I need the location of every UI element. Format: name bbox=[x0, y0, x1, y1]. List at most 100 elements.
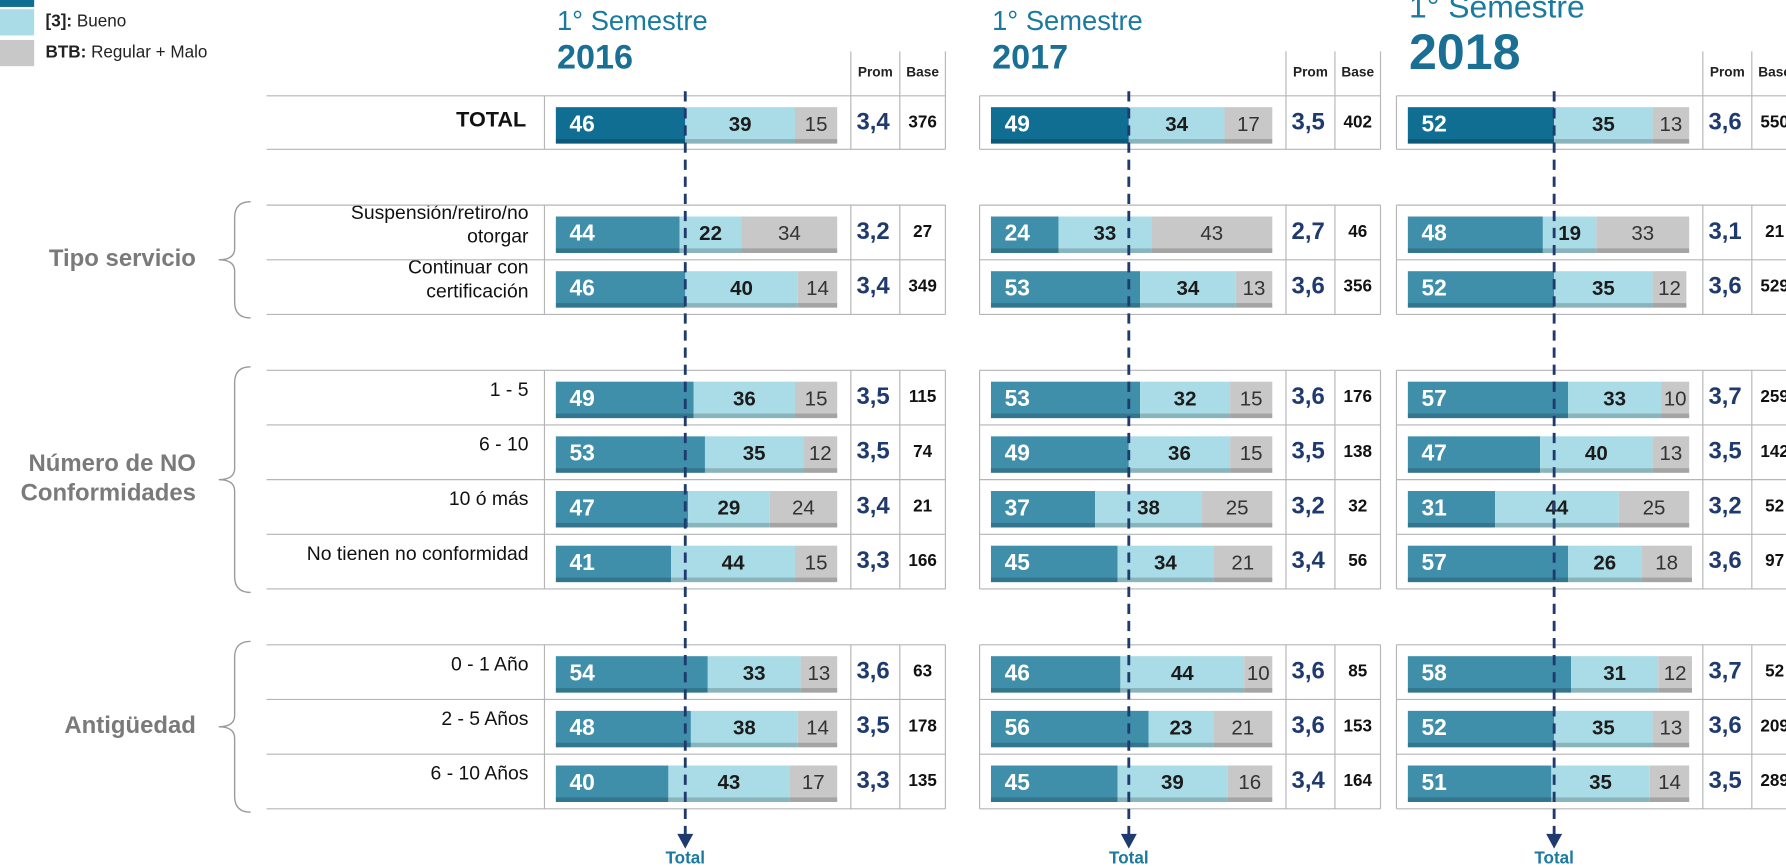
bar-shadow bbox=[555, 742, 691, 748]
bar-label: 35 bbox=[1592, 717, 1615, 740]
bar-shadow bbox=[555, 468, 705, 473]
prom-value: 3,6 bbox=[1708, 547, 1741, 574]
bar-label: 14 bbox=[1658, 771, 1681, 794]
legend-label: [3]: Bueno bbox=[46, 11, 127, 30]
bar-segment bbox=[1407, 491, 1496, 528]
bar-shadow bbox=[1554, 139, 1653, 144]
base-value: 74 bbox=[913, 442, 932, 461]
bar-label: 33 bbox=[1631, 222, 1654, 245]
bar-shadow bbox=[1128, 139, 1225, 144]
group-label: Número de NO bbox=[29, 450, 196, 477]
bar-segment bbox=[685, 271, 798, 308]
bar-segment bbox=[1140, 381, 1231, 419]
bar-shadow bbox=[1224, 139, 1273, 144]
bar-segment bbox=[1407, 271, 1555, 308]
prom-value: 3,3 bbox=[856, 547, 889, 574]
bar-label: 46 bbox=[1005, 659, 1030, 685]
bar-label: 48 bbox=[570, 714, 595, 740]
bar-shadow bbox=[688, 522, 770, 528]
bar-segment bbox=[990, 765, 1118, 802]
legend-text: Bueno bbox=[77, 11, 126, 30]
bar-label: 43 bbox=[1200, 222, 1223, 245]
base-value: 164 bbox=[1343, 771, 1372, 790]
prom-value: 3,4 bbox=[856, 272, 890, 299]
bar-shadow bbox=[1407, 139, 1555, 144]
prom-value: 3,4 bbox=[1292, 767, 1326, 794]
reference-arrow bbox=[1120, 833, 1137, 849]
bar-label: 58 bbox=[1422, 659, 1447, 685]
bar-segment bbox=[1201, 491, 1273, 528]
legend-swatch bbox=[0, 39, 35, 67]
bar-label: 38 bbox=[1137, 497, 1160, 520]
bar-segment bbox=[990, 216, 1059, 253]
base-value: 46 bbox=[1348, 222, 1367, 241]
bar-segment bbox=[803, 436, 838, 473]
bar-segment bbox=[1568, 545, 1642, 583]
bar-label: 44 bbox=[722, 551, 745, 574]
bar-segment bbox=[685, 107, 795, 144]
bar-segment bbox=[1235, 271, 1273, 308]
bar-label: 25 bbox=[1643, 497, 1666, 520]
prom-value: 3,3 bbox=[856, 767, 889, 794]
base-value: 63 bbox=[913, 662, 932, 681]
bar-shadow bbox=[1568, 413, 1662, 419]
bar-label: 49 bbox=[1005, 110, 1030, 136]
bar-label: 14 bbox=[806, 717, 829, 740]
bar-shadow bbox=[797, 742, 838, 748]
bar-segment bbox=[990, 491, 1096, 528]
bar-label: 35 bbox=[743, 442, 766, 465]
bar-label: 56 bbox=[1005, 714, 1030, 740]
bar-segment bbox=[1568, 381, 1662, 419]
bar-shadow bbox=[1227, 797, 1273, 802]
bar-segment bbox=[990, 107, 1129, 144]
bar-segment bbox=[1407, 710, 1555, 748]
bar-segment bbox=[797, 710, 838, 748]
bar-segment bbox=[1596, 216, 1690, 253]
bar-label: 57 bbox=[1422, 385, 1447, 411]
prom-value: 3,5 bbox=[1708, 438, 1741, 465]
bar-segment bbox=[1244, 656, 1273, 693]
bar-segment bbox=[1652, 107, 1690, 144]
bar-shadow bbox=[794, 577, 838, 583]
bar-segment bbox=[794, 545, 838, 583]
bar-shadow bbox=[1213, 577, 1273, 583]
bar-label: 12 bbox=[1658, 277, 1681, 300]
bar-segment bbox=[1407, 436, 1541, 473]
bar-label: 33 bbox=[1093, 222, 1116, 245]
bar-segment bbox=[1120, 656, 1245, 693]
bar-label: 53 bbox=[1005, 385, 1030, 411]
bar-segment bbox=[679, 216, 742, 253]
bar-segment bbox=[794, 107, 838, 144]
reference-label: Total bbox=[1534, 848, 1574, 867]
bar-segment bbox=[555, 436, 705, 473]
bar-shadow bbox=[693, 413, 795, 419]
group-brace bbox=[218, 640, 251, 813]
bar-shadow bbox=[794, 413, 838, 419]
bar-label: 40 bbox=[1585, 442, 1608, 465]
bar-segment bbox=[1661, 381, 1690, 419]
base-value: 356 bbox=[1343, 277, 1372, 296]
bar-shadow bbox=[1652, 468, 1690, 473]
bar-segment bbox=[1652, 436, 1690, 473]
base-value: 529 bbox=[1760, 277, 1786, 296]
bar-segment bbox=[555, 765, 669, 802]
bar-segment bbox=[800, 656, 838, 693]
base-value: 138 bbox=[1343, 442, 1372, 461]
bar-segment bbox=[693, 381, 795, 419]
bar-shadow bbox=[1128, 468, 1231, 473]
prom-value: 2,7 bbox=[1292, 218, 1325, 245]
bar-shadow bbox=[990, 688, 1121, 693]
bar-label: 35 bbox=[1592, 277, 1615, 300]
bar-label: 15 bbox=[1240, 387, 1263, 410]
bar-shadow bbox=[1151, 248, 1273, 253]
prom-value: 3,5 bbox=[1292, 438, 1325, 465]
row-label: 6 - 10 bbox=[479, 434, 529, 456]
bar-segment bbox=[555, 710, 691, 748]
row-label: 1 - 5 bbox=[490, 379, 529, 401]
bar-segment bbox=[555, 381, 694, 419]
base-value: 153 bbox=[1343, 716, 1372, 735]
bar-segment bbox=[1230, 381, 1273, 419]
bar-segment bbox=[1058, 216, 1152, 253]
bar-label: 10 bbox=[1247, 662, 1270, 685]
bar-shadow bbox=[1596, 248, 1690, 253]
